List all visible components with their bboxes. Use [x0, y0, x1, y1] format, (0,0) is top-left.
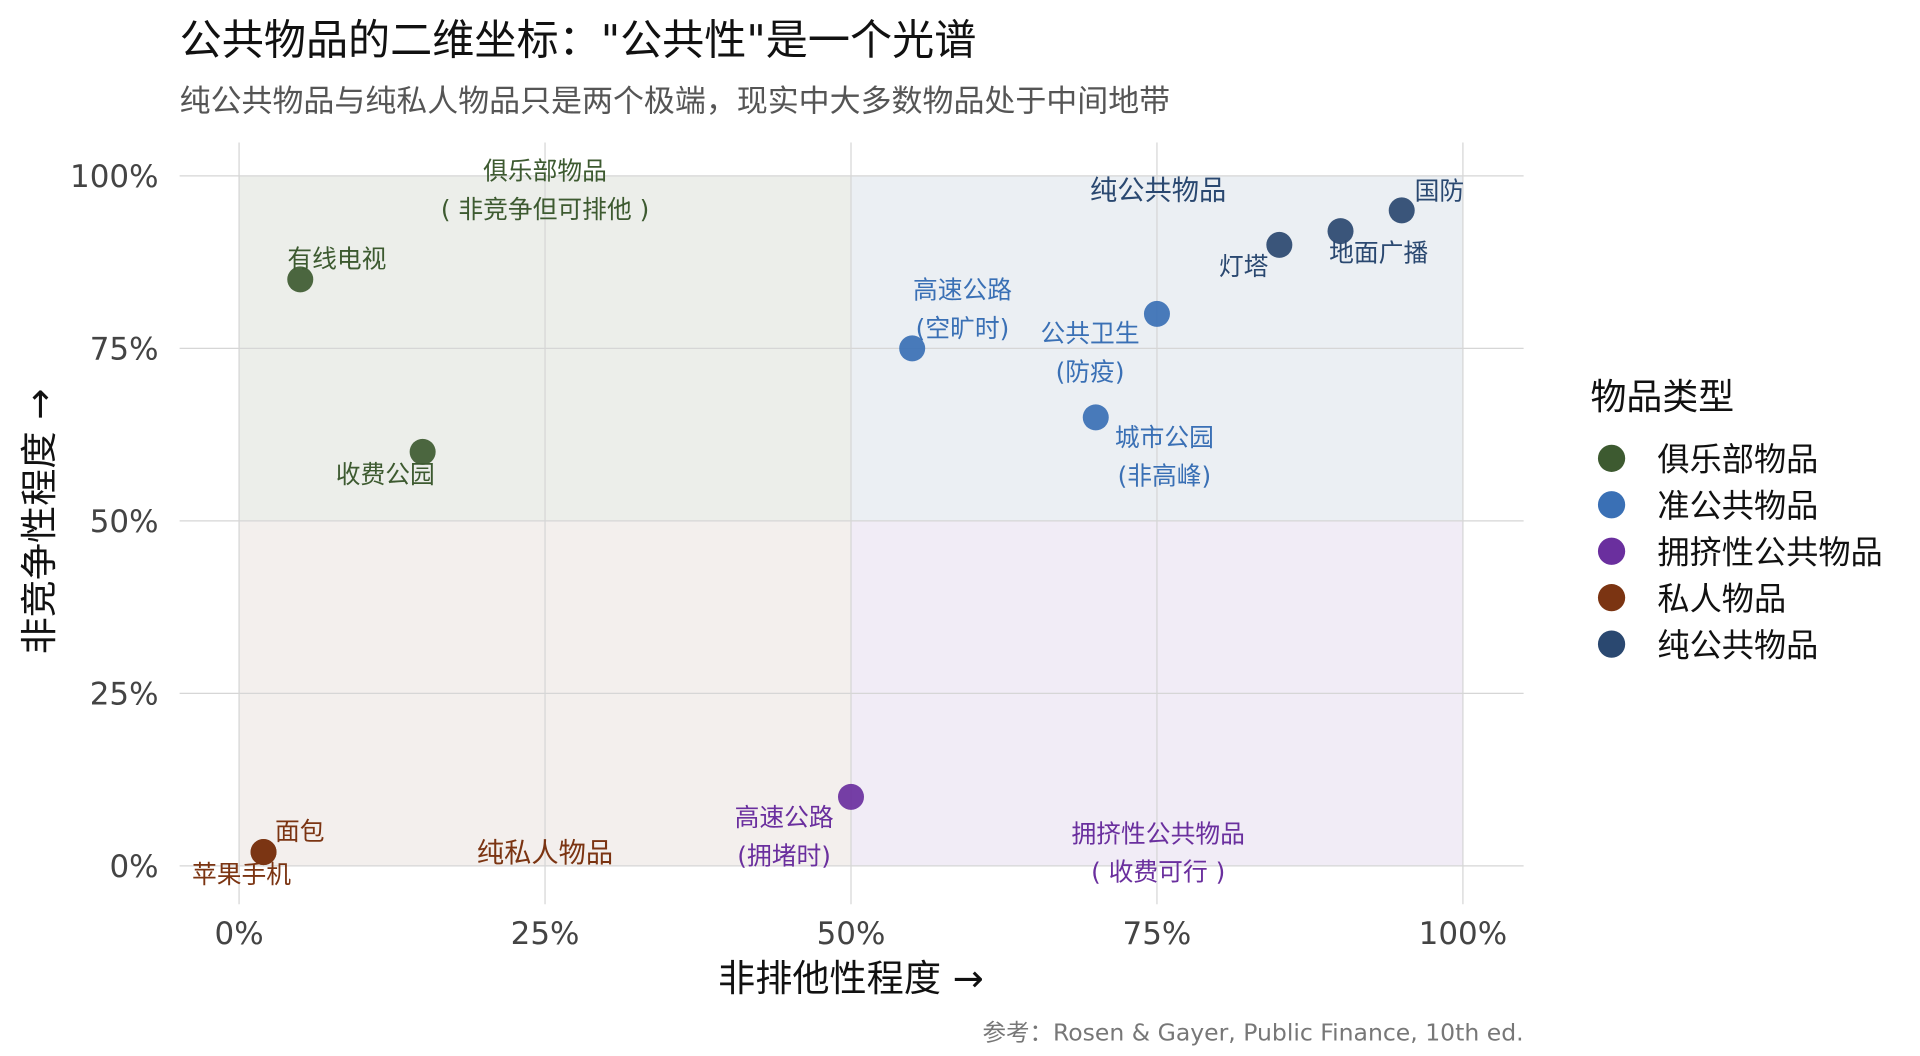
legend-title: 物品类型 [1591, 377, 1735, 418]
data-point [837, 783, 864, 810]
chart-subtitle: 纯公共物品与纯私人物品只是两个极端，现实中大多数物品处于中间地带 [180, 83, 1171, 119]
point-label: (防疫) [1056, 357, 1125, 386]
legend-label: 纯公共物品 [1657, 627, 1818, 665]
y-axis-label: 非竞争性程度 → [18, 389, 61, 655]
legend-label: 私人物品 [1657, 580, 1786, 618]
chart-caption: 参考：Rosen & Gayer, Public Finance, 10th e… [982, 1019, 1523, 1047]
x-tick-label: 50% [817, 916, 886, 952]
point-label: 公共卫生 [1041, 319, 1140, 348]
legend-marker [1597, 491, 1626, 519]
data-point [1266, 231, 1293, 258]
data-point [250, 839, 277, 866]
data-point [1327, 218, 1354, 245]
point-label: 面包 [275, 817, 325, 846]
legend-label: 俱乐部物品 [1657, 441, 1818, 479]
quadrant-label: ( 非竞争但可排他 ) [441, 195, 649, 224]
data-point [287, 266, 314, 293]
y-tick-label: 50% [90, 504, 159, 540]
data-point [1082, 404, 1109, 431]
point-label: (非高峰) [1118, 461, 1212, 490]
y-tick-label: 100% [70, 159, 159, 195]
point-label: 有线电视 [287, 245, 386, 274]
point-label: 地面广播 [1329, 238, 1428, 267]
legend-marker [1597, 537, 1626, 565]
quadrant-label: 纯公共物品 [1090, 175, 1226, 206]
chart-title: 公共物品的二维坐标："公共性"是一个光谱 [180, 16, 977, 65]
y-tick-label: 75% [90, 332, 159, 368]
point-label: 灯塔 [1219, 252, 1269, 281]
point-label: (拥堵时) [737, 842, 831, 871]
legend-label: 拥挤性公共物品 [1657, 534, 1882, 572]
data-point [409, 438, 436, 465]
point-label: 收费公园 [336, 460, 435, 489]
legend-marker [1597, 444, 1626, 472]
legend-label: 准公共物品 [1657, 487, 1818, 525]
quadrant-label: ( 收费可行 ) [1091, 858, 1225, 887]
x-tick-label: 25% [511, 916, 580, 952]
data-point [899, 335, 926, 362]
point-label: 国防 [1415, 176, 1465, 205]
point-label: 高速公路 [913, 276, 1012, 305]
data-point [1388, 197, 1415, 224]
legend-marker [1597, 584, 1626, 612]
x-tick-label: 100% [1419, 916, 1508, 952]
point-label: 苹果手机 [192, 860, 291, 889]
point-label: 城市公园 [1115, 423, 1214, 452]
x-axis-label: 非排他性程度 → [718, 957, 984, 1000]
point-label: (空旷时) [916, 314, 1010, 343]
quadrant-label: 纯私人物品 [477, 838, 613, 869]
x-tick-label: 75% [1123, 916, 1192, 952]
y-tick-label: 25% [90, 677, 159, 713]
data-point [1143, 300, 1170, 327]
x-tick-label: 0% [215, 916, 264, 952]
quadrant-label: 俱乐部物品 [483, 157, 607, 186]
y-tick-label: 0% [109, 849, 158, 885]
quadrant-label: 拥挤性公共物品 [1072, 819, 1245, 848]
point-label: 高速公路 [735, 803, 834, 832]
legend-marker [1597, 630, 1626, 658]
